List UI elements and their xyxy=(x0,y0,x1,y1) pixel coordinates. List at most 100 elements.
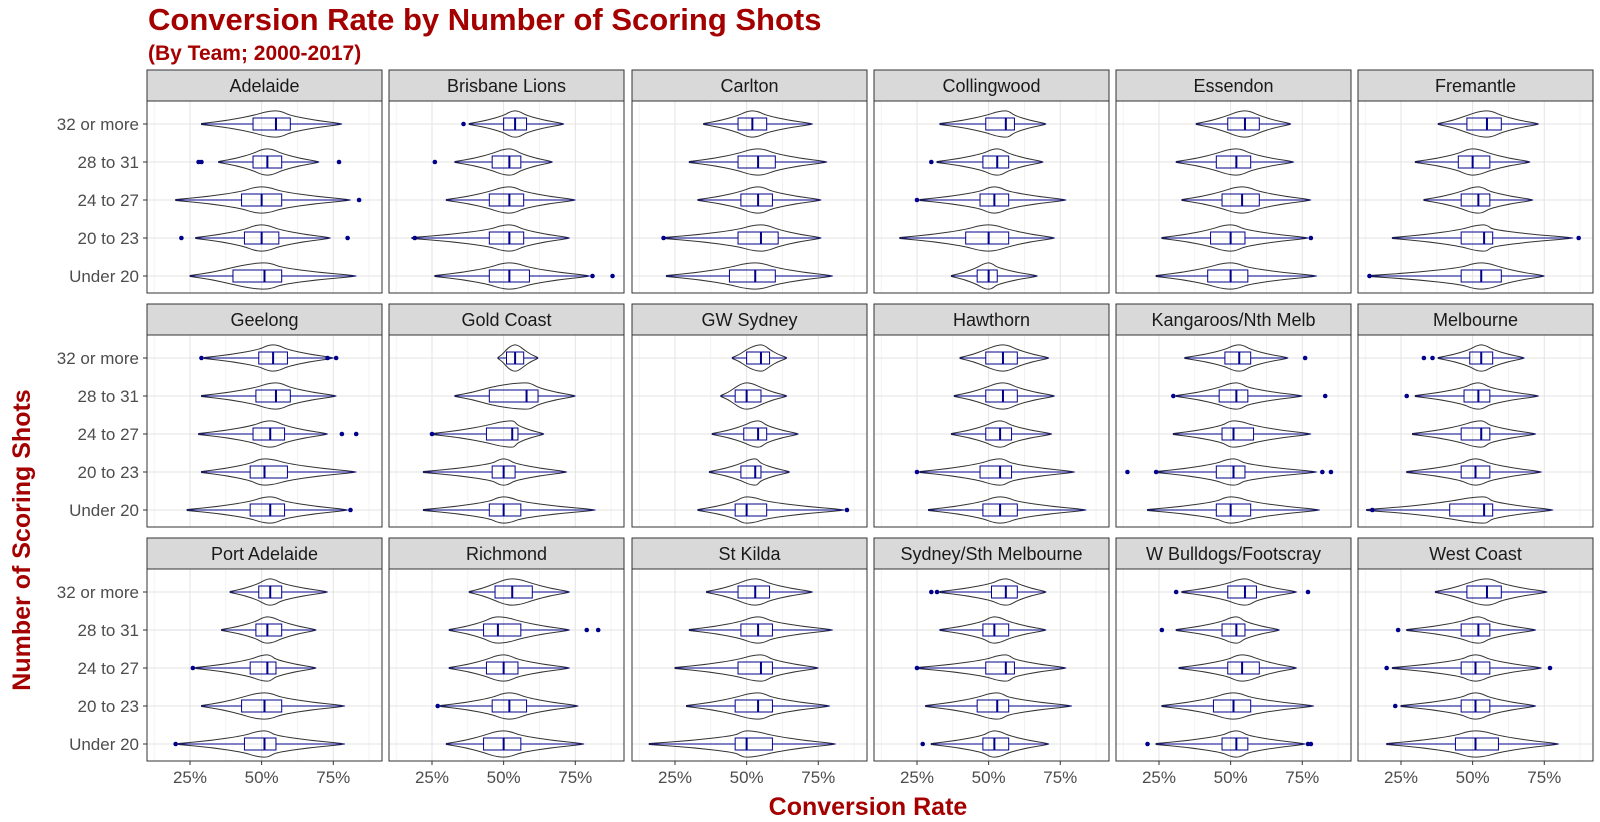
box-iqr xyxy=(485,661,519,675)
box-iqr xyxy=(734,503,768,517)
facet-strip xyxy=(146,69,383,102)
x-tick-label: 50% xyxy=(730,768,764,787)
y-tick-label: 28 to 31 xyxy=(78,153,139,172)
box-iqr xyxy=(737,585,771,599)
panel-melbourne: Melbourne xyxy=(1357,303,1594,528)
y-tick-label: Under 20 xyxy=(69,735,139,754)
violin-shape xyxy=(1437,110,1540,138)
violin-group xyxy=(899,224,1056,252)
outlier-point xyxy=(1125,469,1130,475)
panel-border xyxy=(388,334,625,528)
violin-group xyxy=(434,262,615,290)
violin-group xyxy=(1159,616,1280,644)
outlier-point xyxy=(1547,665,1553,671)
panel-geelong: Geelong xyxy=(146,303,383,528)
violin-shape xyxy=(1386,730,1560,758)
violin-group xyxy=(939,110,1047,138)
x-tick-label: 25% xyxy=(173,768,207,787)
box-iqr xyxy=(243,737,277,751)
violin-shape xyxy=(1161,692,1315,720)
violin-group xyxy=(959,344,1050,372)
violin-group xyxy=(1145,730,1314,758)
violin-group xyxy=(1366,496,1554,524)
violin-group xyxy=(201,382,337,410)
violin-shape xyxy=(218,148,320,176)
violin-group xyxy=(229,578,329,606)
violin-shape xyxy=(1412,420,1537,448)
violin-shape xyxy=(201,458,357,486)
violin-shape xyxy=(1155,458,1318,486)
outlier-point xyxy=(179,235,184,241)
violin-shape xyxy=(648,730,837,758)
box-iqr xyxy=(1212,699,1252,713)
x-tick-label: 25% xyxy=(1384,768,1418,787)
facet-strip-label: Adelaide xyxy=(229,76,299,96)
violin-shape xyxy=(203,344,334,372)
panel-background xyxy=(147,569,382,761)
facet-strip-label: Gold Coast xyxy=(461,310,551,330)
violin-group xyxy=(706,578,814,606)
y-tick-label: 28 to 31 xyxy=(78,387,139,406)
box-iqr xyxy=(255,623,283,637)
facet-strip-label: Melbourne xyxy=(1433,310,1518,330)
outlier-point xyxy=(190,665,196,671)
violin-group xyxy=(1172,420,1312,448)
outlier-point xyxy=(1430,355,1435,361)
violin-shape xyxy=(697,496,845,524)
violin-group xyxy=(1437,110,1540,138)
box-iqr xyxy=(494,585,533,599)
outlier-point xyxy=(610,273,615,279)
violin-shape xyxy=(1369,262,1545,290)
box-iqr xyxy=(483,737,522,751)
box-iqr xyxy=(1457,155,1491,169)
violin-shape xyxy=(936,148,1044,176)
outlier-point xyxy=(929,589,934,595)
outlier-point xyxy=(199,159,204,165)
violin-shape xyxy=(1161,224,1309,252)
x-tick-label: 75% xyxy=(1527,768,1561,787)
box-iqr xyxy=(1227,585,1257,599)
outlier-point xyxy=(595,627,601,633)
violin-shape xyxy=(688,148,828,176)
violin-shape xyxy=(939,110,1047,138)
violin-group xyxy=(411,224,571,252)
outlier-point xyxy=(1421,355,1427,361)
panel-background xyxy=(1358,101,1593,293)
violin-group xyxy=(201,110,343,138)
facet-strip-label: St Kilda xyxy=(718,544,781,564)
x-axis-title: Conversion Rate xyxy=(769,793,968,821)
facet-strip-label: Carlton xyxy=(720,76,778,96)
violin-shape xyxy=(720,382,788,410)
violin-group xyxy=(201,692,346,720)
violin-shape xyxy=(195,224,331,252)
violin-shape xyxy=(1414,148,1531,176)
outlier-point xyxy=(412,235,418,241)
box-iqr xyxy=(1227,117,1260,131)
facet-strip-label: West Coast xyxy=(1429,544,1522,564)
violin-group xyxy=(189,262,357,290)
box-iqr xyxy=(483,623,522,637)
panel-border xyxy=(146,100,383,294)
panel-collingwood: Collingwood xyxy=(873,69,1110,294)
violin-group xyxy=(179,224,350,252)
outlier-point xyxy=(1302,355,1308,361)
box-iqr xyxy=(982,155,1010,169)
violin-shape xyxy=(201,382,337,410)
violin-shape xyxy=(422,458,568,486)
facet-strip xyxy=(1115,537,1352,570)
violin-shape xyxy=(440,692,579,720)
y-tick-label: 32 or more xyxy=(57,349,139,368)
box-iqr xyxy=(1215,155,1252,169)
facet-strip xyxy=(631,537,868,570)
outlier-point xyxy=(1308,235,1314,241)
violin-shape xyxy=(1437,344,1525,372)
panel-hawthorn: Hawthorn xyxy=(873,303,1110,528)
violin-shape xyxy=(1391,224,1574,252)
violin-shape xyxy=(468,110,565,138)
outlier-point xyxy=(1322,393,1328,399)
violin-group xyxy=(198,420,359,448)
facet-strip xyxy=(1357,69,1594,102)
violin-shape xyxy=(1181,578,1298,606)
violin-group xyxy=(175,186,362,214)
outlier-point xyxy=(914,469,920,475)
